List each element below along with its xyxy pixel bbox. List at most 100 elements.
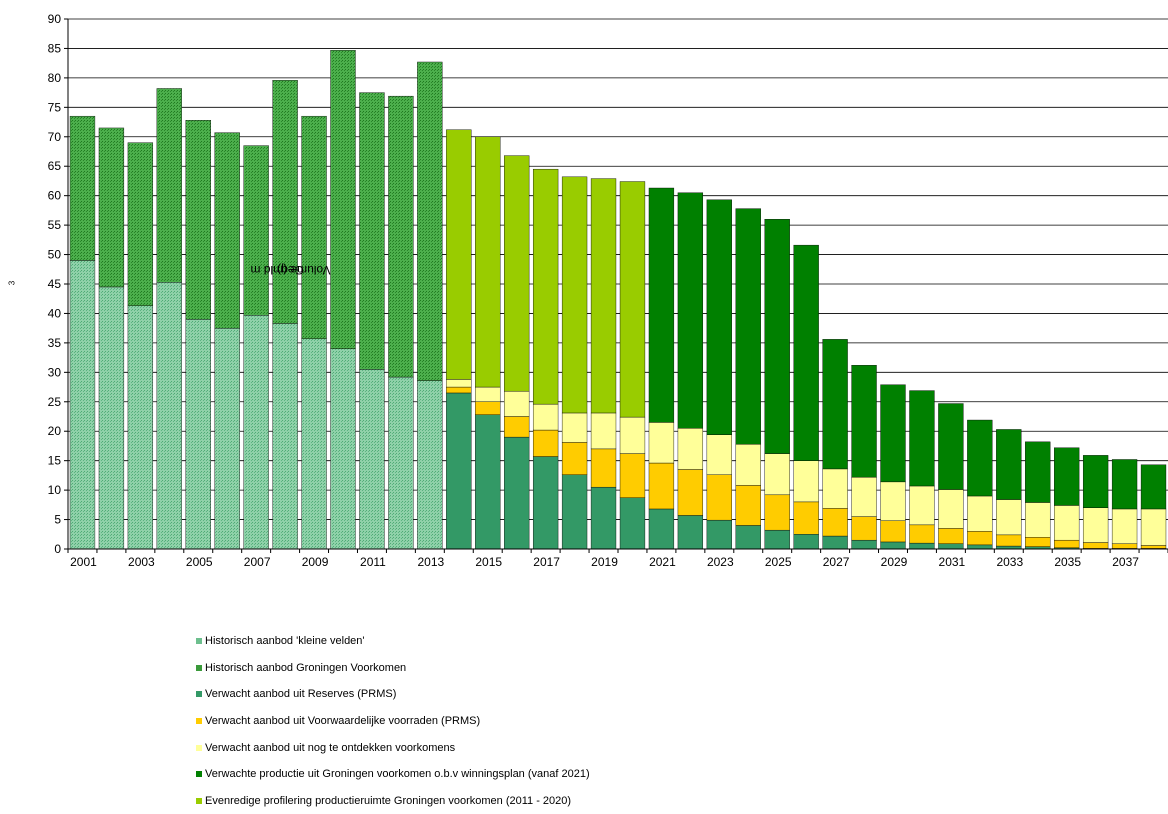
bar-segment-2018-s4 xyxy=(561,412,588,443)
bar-segment-2009-s1 xyxy=(301,115,327,339)
x-tick-label: 2029 xyxy=(881,555,908,569)
bar-segment-2031-s4 xyxy=(938,489,964,529)
bar-segment-2025-s3 xyxy=(764,494,790,531)
bar-segment-2003-s1 xyxy=(127,142,154,306)
bar-segment-2017-s2 xyxy=(532,456,559,550)
bar-segment-2015-s4 xyxy=(475,386,501,402)
y-axis-title-sup: 3 xyxy=(7,280,17,286)
bar-segment-2020-s4 xyxy=(619,416,646,454)
y-tick-label: 45 xyxy=(48,277,62,291)
y-axis-title-suffix: Geq) xyxy=(277,263,304,278)
x-tick-labels: 2001 2003 2005 2007 2009 2011 2013 2015 2017 2019… xyxy=(67,549,1168,569)
bar-segment-2019-s4 xyxy=(590,412,617,450)
bar-segment-2030-s5 xyxy=(909,390,935,487)
x-tick-label: 2011 xyxy=(360,555,386,569)
bar-segment-2013-s1 xyxy=(417,61,443,381)
bar-segment-2005-s1 xyxy=(185,120,211,320)
bar-segment-2025-s2 xyxy=(764,529,790,550)
bar-segment-2028-s3 xyxy=(851,516,877,541)
y-tick-label: 25 xyxy=(48,395,62,409)
bar-segment-2017-s3 xyxy=(532,429,559,457)
y-tick-label: 55 xyxy=(48,218,62,232)
bar-segment-2023-s3 xyxy=(706,474,732,521)
x-tick-label: 2007 xyxy=(244,555,271,569)
bar-segment-2004-s1 xyxy=(156,88,182,283)
bar-segment-2018-s2 xyxy=(561,474,588,550)
bar-segment-2029-s2 xyxy=(880,541,906,550)
bar-segment-2002-s1 xyxy=(98,127,125,288)
bar-segment-2023-s5 xyxy=(706,199,732,435)
bar-segment-2033-s3 xyxy=(996,534,1022,547)
bar-segment-2001-s0 xyxy=(69,260,96,550)
bar-segment-2006-s0 xyxy=(214,327,240,550)
bar-segment-2024-s4 xyxy=(735,443,761,486)
bar-segment-2031-s3 xyxy=(938,528,964,544)
bar-segment-2018-s3 xyxy=(561,442,588,475)
bar-segment-2019-s2 xyxy=(590,486,617,550)
legend-item: Historisch aanbod Groningen Voorkomen xyxy=(196,655,590,682)
bar-segment-2024-s2 xyxy=(735,525,761,550)
y-tick-label: 75 xyxy=(48,100,62,114)
bar-segment-2032-s2 xyxy=(967,544,993,550)
bar-segment-2031-s5 xyxy=(938,403,964,490)
bar-segment-2013-s0 xyxy=(417,380,443,550)
x-tick-label: 2023 xyxy=(707,555,734,569)
legend-swatch xyxy=(196,664,202,671)
legend-swatch xyxy=(196,691,202,698)
legend-label: Historisch aanbod Groningen Voorkomen xyxy=(205,661,407,674)
bar-segment-2028-s2 xyxy=(851,539,877,550)
bar-segment-2008-s0 xyxy=(272,323,298,550)
bar-segment-2036-s4 xyxy=(1082,507,1109,543)
bar-segment-2014-s6 xyxy=(446,129,472,380)
legend-swatch xyxy=(196,771,202,778)
bar-segment-2014-s4 xyxy=(446,379,472,388)
bar-segment-2015-s6 xyxy=(475,136,501,388)
y-tick-label: 0 xyxy=(54,542,61,556)
bar-segment-2023-s4 xyxy=(706,434,732,475)
bar-segment-2036-s5 xyxy=(1082,455,1109,508)
x-tick-label: 2019 xyxy=(591,555,618,569)
bar-segment-2028-s4 xyxy=(851,476,877,517)
bar-segment-2022-s4 xyxy=(677,428,704,470)
legend-item: Historisch aanbod 'kleine velden' xyxy=(196,628,590,655)
x-tick-label: 2031 xyxy=(939,555,966,569)
bar-segment-2015-s2 xyxy=(475,414,501,550)
x-tick-label: 2005 xyxy=(186,555,213,569)
bar-segment-2019-s6 xyxy=(590,178,617,414)
bar-segment-2026-s5 xyxy=(793,244,819,461)
legend-item: Evenredige profilering productieruimte G… xyxy=(196,788,590,814)
bar-segment-2030-s3 xyxy=(909,524,935,544)
legend-label: Verwacht aanbod uit nog te ontdekken voo… xyxy=(205,741,456,754)
y-tick-label: 50 xyxy=(48,248,62,262)
bar-segment-2018-s6 xyxy=(561,176,588,414)
bar-segment-2016-s3 xyxy=(504,416,530,438)
bar-segment-2001-s1 xyxy=(69,115,96,261)
bar-segment-2021-s3 xyxy=(648,462,675,510)
bar-segment-2027-s2 xyxy=(822,535,848,550)
y-tick-label: 60 xyxy=(48,189,62,203)
y-tick-label: 5 xyxy=(54,513,61,527)
legend: Historisch aanbod 'kleine velden' Histori… xyxy=(196,628,590,814)
bar-segment-2004-s0 xyxy=(156,282,182,550)
bar-segment-2003-s0 xyxy=(127,305,154,550)
bar-segment-2030-s2 xyxy=(909,542,935,550)
bar-segment-2009-s0 xyxy=(301,338,327,550)
bar-segment-2038-s3 xyxy=(1140,545,1167,549)
bar-segment-2011-s1 xyxy=(359,92,385,370)
y-tick-label: 10 xyxy=(48,483,62,497)
x-tick-label: 2025 xyxy=(765,555,792,569)
bar-segment-2029-s5 xyxy=(880,384,906,483)
bar-segment-2015-s3 xyxy=(475,401,501,415)
bar-segment-2035-s5 xyxy=(1054,447,1080,506)
bar-segment-2029-s4 xyxy=(880,481,906,521)
bar-segment-2021-s4 xyxy=(648,422,675,464)
y-tick-label: 85 xyxy=(48,41,62,55)
bar-segment-2027-s3 xyxy=(822,508,848,537)
bar-segment-2014-s3 xyxy=(446,386,472,394)
y-tick-label: 35 xyxy=(48,336,62,350)
bar-segment-2002-s0 xyxy=(98,286,125,550)
bars xyxy=(69,50,1167,550)
bar-segment-2037-s4 xyxy=(1111,508,1138,544)
y-tick-label: 80 xyxy=(48,71,62,85)
